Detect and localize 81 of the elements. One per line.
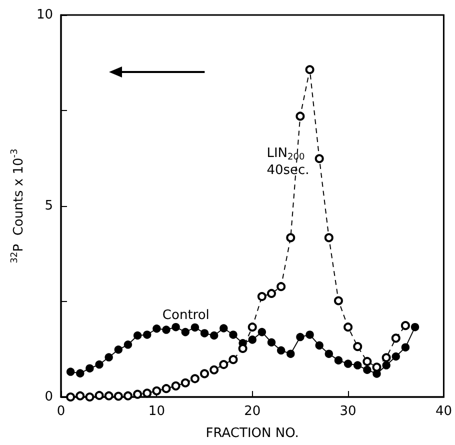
point: [363, 366, 372, 374]
x-tick-label: 30: [340, 404, 356, 419]
x-tick-label: 0: [56, 404, 66, 419]
point: [152, 386, 162, 396]
point: [95, 360, 104, 369]
point: [152, 324, 161, 333]
x-axis-title: FRACTION NO.: [206, 426, 299, 441]
point: [400, 321, 410, 330]
point: [114, 392, 123, 401]
point: [190, 374, 200, 384]
point: [133, 390, 142, 399]
point: [171, 381, 180, 390]
point: [104, 391, 114, 400]
point: [229, 330, 238, 339]
point: [248, 322, 257, 332]
point: [382, 361, 390, 370]
point: [334, 356, 343, 364]
point: [66, 368, 75, 376]
point: [344, 322, 353, 332]
point: [114, 346, 123, 354]
point: [257, 292, 266, 302]
point: [66, 392, 76, 402]
point: [85, 392, 94, 402]
point: [362, 356, 372, 366]
point: [401, 343, 410, 352]
point: [181, 328, 190, 336]
point: [296, 112, 305, 121]
y-tick-label: 0: [44, 390, 53, 404]
point: [353, 342, 362, 352]
point: [200, 329, 209, 338]
point: [228, 355, 238, 364]
point: [143, 330, 152, 339]
point: [324, 233, 334, 242]
point: [286, 350, 295, 358]
point: [220, 324, 228, 332]
point: [248, 336, 256, 344]
point: [172, 322, 180, 332]
point: [315, 341, 324, 350]
y-axis-title: 32P Counts x 10-3: [10, 148, 27, 264]
point: [200, 369, 210, 378]
point: [76, 369, 84, 378]
point: [133, 331, 142, 340]
point: [306, 330, 314, 339]
point: [382, 353, 391, 362]
point: [162, 384, 171, 394]
point: [410, 322, 420, 332]
point: [354, 361, 362, 370]
point: [76, 391, 85, 400]
series-label: Control: [162, 308, 210, 324]
point: [210, 365, 219, 374]
point: [391, 334, 400, 343]
x-tick-label: 10: [148, 404, 165, 419]
point: [258, 328, 266, 336]
point: [94, 390, 104, 400]
point: [286, 233, 296, 242]
point: [276, 346, 286, 354]
x-tick-label: 40: [435, 404, 452, 419]
y-tick-label: 5: [44, 198, 53, 214]
point: [124, 340, 132, 349]
point: [180, 378, 190, 388]
point: [267, 338, 276, 346]
point: [305, 65, 314, 74]
point: [210, 331, 218, 340]
point: [392, 352, 400, 361]
point: [142, 388, 152, 398]
point: [267, 288, 276, 298]
point: [334, 296, 343, 306]
point: [314, 154, 324, 164]
point: [372, 362, 382, 372]
point: [219, 360, 228, 370]
point: [123, 391, 132, 400]
point: [296, 332, 304, 342]
point: [162, 326, 170, 334]
point: [86, 364, 94, 372]
point: [344, 360, 352, 368]
point: [324, 350, 334, 358]
y-tick-label: 10: [36, 8, 53, 22]
point: [276, 282, 286, 292]
point: [104, 353, 113, 362]
x-tick-label: 20: [244, 404, 261, 419]
point: [190, 323, 200, 332]
